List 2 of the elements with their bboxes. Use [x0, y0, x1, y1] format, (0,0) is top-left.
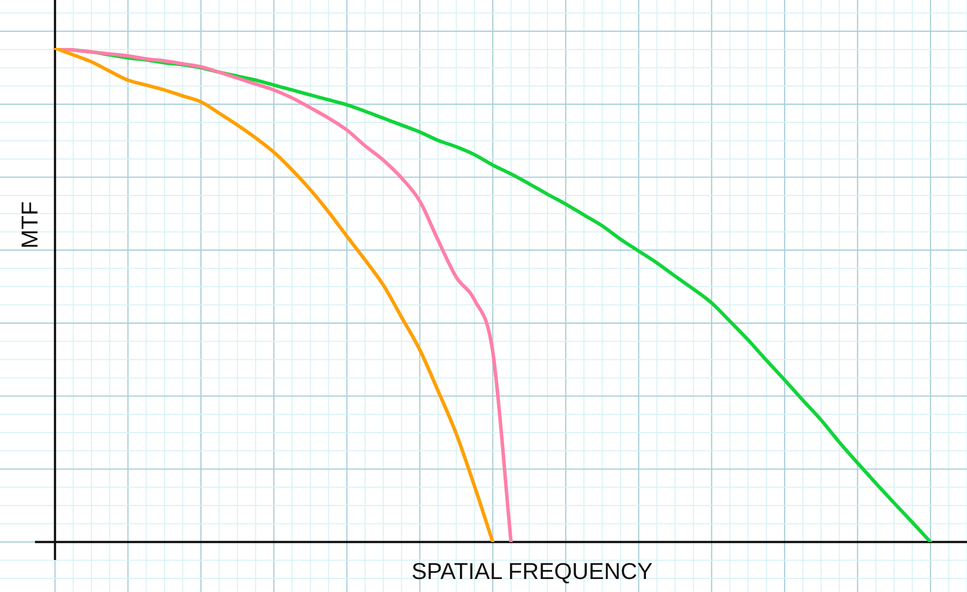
y-axis-title: MTF [16, 201, 44, 249]
x-axis-title: SPATIAL FREQUENCY [411, 558, 653, 585]
